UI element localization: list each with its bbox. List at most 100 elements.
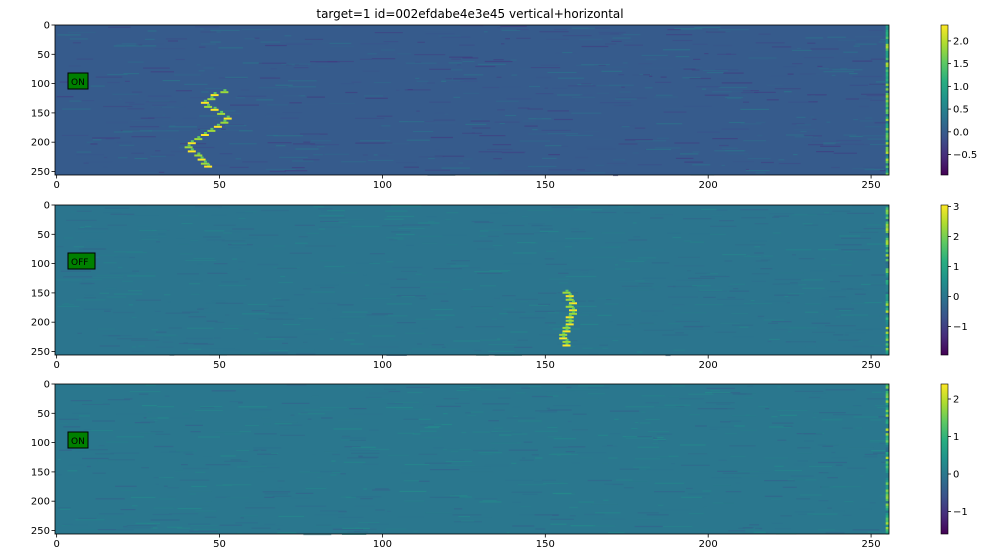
noise-streak bbox=[553, 446, 568, 448]
noise-streak bbox=[623, 212, 641, 214]
noise-streak bbox=[850, 352, 862, 355]
noise-streak bbox=[456, 389, 470, 391]
noise-streak bbox=[476, 312, 490, 314]
noise-streak bbox=[342, 26, 363, 28]
noise-streak bbox=[606, 298, 612, 301]
noise-streak bbox=[818, 461, 847, 464]
noise-streak bbox=[429, 496, 460, 498]
noise-streak bbox=[771, 522, 783, 524]
noise-streak bbox=[628, 327, 635, 329]
noise-streak bbox=[712, 91, 732, 93]
noise-streak bbox=[689, 241, 704, 243]
noise-streak bbox=[418, 480, 430, 482]
noise-streak bbox=[528, 85, 540, 88]
noise-streak bbox=[748, 57, 777, 59]
noise-streak bbox=[554, 118, 573, 121]
noise-streak bbox=[114, 256, 135, 258]
noise-streak bbox=[86, 239, 103, 242]
noise-streak bbox=[398, 227, 425, 229]
noise-streak bbox=[503, 263, 532, 265]
noise-streak bbox=[195, 471, 206, 473]
noise-streak bbox=[768, 426, 792, 428]
noise-streak bbox=[757, 315, 765, 317]
noise-streak bbox=[528, 290, 548, 292]
noise-streak bbox=[800, 388, 828, 390]
noise-streak bbox=[279, 424, 303, 426]
noise-streak bbox=[416, 110, 420, 112]
noise-streak bbox=[349, 408, 367, 410]
noise-streak bbox=[165, 312, 191, 314]
noise-streak bbox=[774, 469, 803, 472]
noise-streak bbox=[250, 467, 280, 469]
noise-streak bbox=[688, 233, 719, 235]
edge-cell bbox=[885, 135, 889, 138]
y-tick-label: 200 bbox=[31, 138, 50, 149]
noise-streak bbox=[389, 239, 398, 241]
noise-streak bbox=[667, 232, 681, 234]
noise-streak bbox=[763, 255, 773, 257]
noise-streak bbox=[324, 153, 350, 155]
edge-cell bbox=[885, 144, 889, 148]
noise-streak bbox=[502, 308, 515, 310]
noise-streak bbox=[131, 505, 138, 507]
noise-streak bbox=[359, 58, 372, 60]
noise-streak bbox=[643, 74, 650, 76]
colorbar-tick-label: 0 bbox=[953, 470, 959, 481]
noise-streak bbox=[61, 304, 75, 306]
noise-streak bbox=[541, 129, 571, 131]
noise-streak bbox=[877, 407, 889, 409]
noise-streak bbox=[804, 135, 822, 137]
noise-streak bbox=[490, 442, 517, 444]
noise-streak bbox=[441, 234, 467, 236]
noise-streak bbox=[465, 123, 487, 125]
noise-streak bbox=[330, 474, 337, 476]
noise-streak bbox=[330, 45, 355, 47]
noise-streak bbox=[579, 38, 603, 41]
noise-streak bbox=[200, 31, 217, 33]
noise-streak bbox=[490, 212, 508, 214]
noise-streak bbox=[369, 253, 385, 255]
noise-streak bbox=[789, 327, 817, 329]
x-tick-label: 250 bbox=[862, 539, 881, 550]
noise-streak bbox=[760, 268, 773, 270]
noise-streak bbox=[79, 226, 85, 228]
noise-streak bbox=[391, 205, 422, 207]
noise-streak bbox=[810, 116, 815, 118]
noise-streak bbox=[228, 247, 242, 249]
noise-streak bbox=[135, 299, 161, 301]
noise-streak bbox=[305, 245, 336, 247]
noise-streak bbox=[683, 218, 712, 220]
noise-streak bbox=[187, 327, 214, 329]
x-tick-label: 200 bbox=[699, 539, 718, 550]
noise-streak bbox=[536, 118, 542, 120]
noise-streak bbox=[834, 244, 862, 246]
signal-point bbox=[200, 101, 209, 104]
noise-streak bbox=[145, 101, 177, 103]
noise-streak bbox=[557, 343, 587, 345]
noise-streak bbox=[672, 304, 685, 306]
noise-streak bbox=[484, 229, 503, 231]
noise-streak bbox=[431, 344, 444, 346]
noise-streak bbox=[364, 95, 383, 97]
noise-streak bbox=[213, 110, 236, 112]
noise-streak bbox=[211, 390, 236, 392]
noise-streak bbox=[581, 64, 610, 66]
noise-streak bbox=[462, 57, 479, 59]
noise-streak bbox=[63, 276, 93, 278]
noise-streak bbox=[298, 413, 325, 415]
noise-streak bbox=[534, 457, 543, 459]
noise-streak bbox=[311, 454, 317, 456]
noise-streak bbox=[805, 37, 824, 39]
noise-streak bbox=[88, 449, 108, 451]
noise-streak bbox=[591, 503, 618, 505]
signal-point bbox=[565, 316, 574, 319]
signal-point bbox=[207, 129, 216, 132]
noise-streak bbox=[337, 419, 364, 421]
noise-streak bbox=[638, 283, 654, 285]
edge-cell bbox=[885, 519, 889, 523]
noise-streak bbox=[337, 304, 354, 306]
noise-streak bbox=[706, 273, 718, 275]
edge-cell bbox=[885, 104, 889, 108]
noise-streak bbox=[225, 314, 230, 316]
noise-streak bbox=[452, 459, 465, 462]
